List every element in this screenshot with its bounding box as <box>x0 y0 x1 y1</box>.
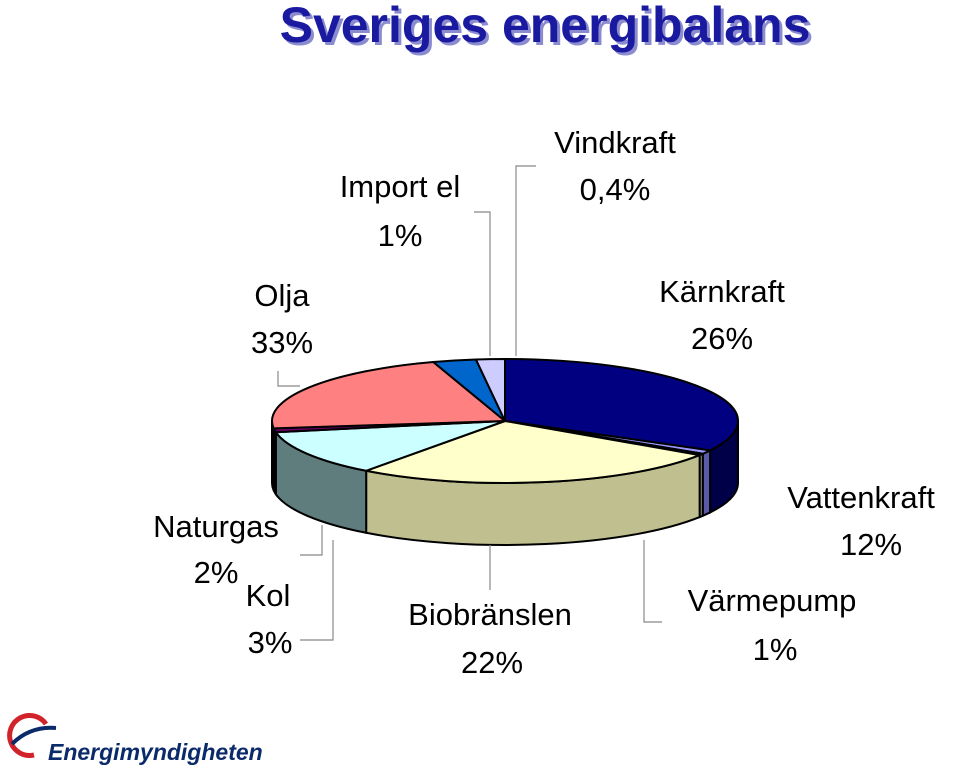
label-olja-name: Olja <box>254 278 310 313</box>
leader-lines <box>277 165 662 641</box>
pie-slice-karnkraft <box>365 420 701 484</box>
pie-slice-naturgas <box>474 358 506 422</box>
label-vindkraft-name: Vindkraft <box>554 125 676 160</box>
leader-line-kol <box>300 540 334 641</box>
leader-line-olja <box>277 371 300 387</box>
pie-slice-biobranslen <box>271 361 506 430</box>
pie-slice-olja <box>504 358 739 452</box>
label-varmepump-name: Värmepump <box>688 583 857 618</box>
label-varmepump-value: 1% <box>753 632 798 667</box>
label-biobranslen-value: 22% <box>461 645 523 680</box>
label-kol-value: 3% <box>248 625 293 660</box>
energimyndigheten-logo: Energimyndigheten <box>7 713 263 765</box>
label-kol-name: Kol <box>246 578 291 613</box>
leader-line-varmepump <box>643 540 662 623</box>
label-olja-value: 33% <box>251 325 313 360</box>
logo-text: Energimyndigheten <box>48 739 263 765</box>
leader-line-naturgas <box>300 525 323 556</box>
label-karnkraft-name: Kärnkraft <box>659 274 785 309</box>
pie-side-biobranslen <box>271 420 275 491</box>
label-naturgas-value: 2% <box>194 555 239 590</box>
pie-side-import-el <box>701 448 712 518</box>
pie-slice-vattenkraft <box>274 420 506 472</box>
label-import-el-name: Import el <box>340 169 461 204</box>
leader-line-vindkraft <box>515 165 536 356</box>
label-biobranslen-name: Biobränslen <box>408 597 572 632</box>
chart-title: Sveriges energibalans <box>280 0 811 53</box>
label-vattenkraft-name: Vattenkraft <box>787 480 935 515</box>
label-naturgas-name: Naturgas <box>153 509 279 544</box>
pie-tops <box>271 358 739 484</box>
label-karnkraft-value: 26% <box>691 321 753 356</box>
chart-title-shadow: Sveriges energibalans <box>283 0 814 56</box>
label-import-el-value: 1% <box>378 218 423 253</box>
label-vattenkraft-value: 12% <box>840 527 902 562</box>
pie-sides <box>271 420 739 546</box>
leader-line-import-el <box>474 211 491 356</box>
logo-swirl-icon <box>7 713 57 758</box>
label-vindkraft-value: 0,4% <box>580 172 651 207</box>
